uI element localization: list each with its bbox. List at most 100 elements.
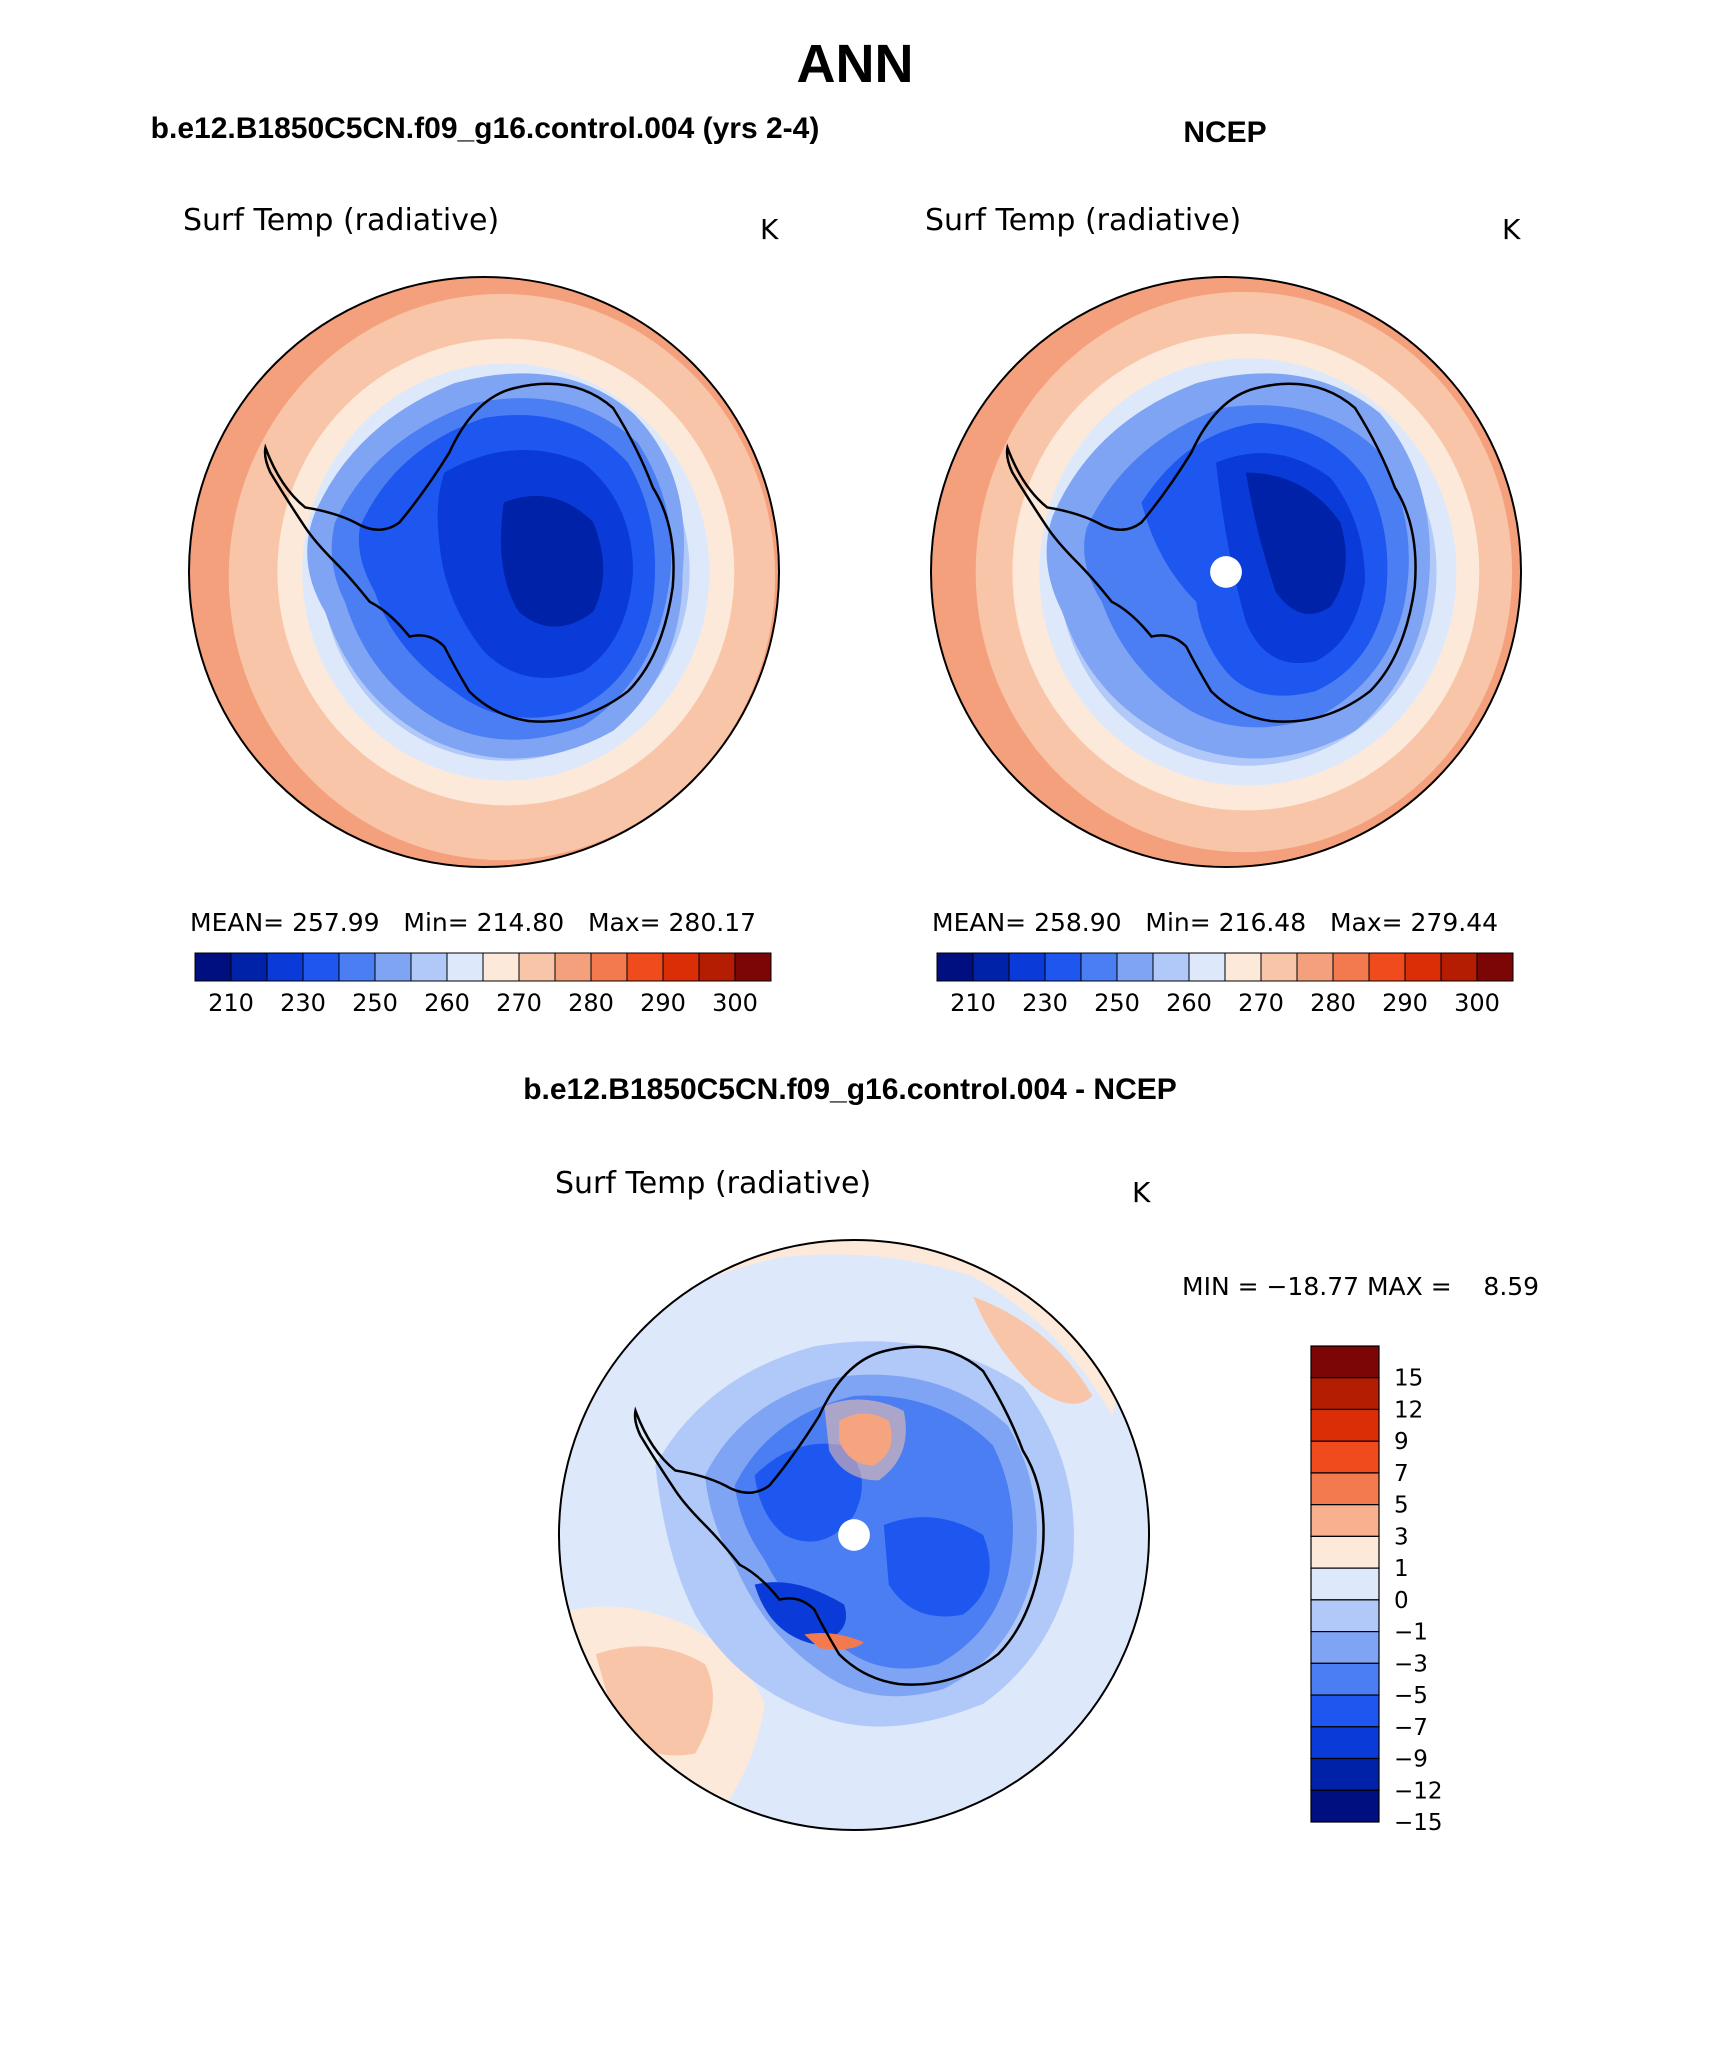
colorbar-box [1310, 1472, 1380, 1506]
diff-units-label: K [1132, 1176, 1151, 1209]
colorbar-tick-label: 290 [1382, 989, 1428, 1017]
colorbar-tick-label: −3 [1394, 1651, 1428, 1677]
colorbar-box [194, 952, 232, 982]
colorbar-tick-label: 280 [1310, 989, 1356, 1017]
colorbar-box [1476, 952, 1514, 982]
colorbar-box [554, 952, 592, 982]
obs-stats: MEAN= 258.90 Min= 216.48 Max= 279.44 [932, 908, 1499, 937]
colorbar-box [590, 952, 628, 982]
diff-colorbar: 15 12 9 7 5 3 1 0 −1 −3 −5 −7 −9 −12 −15 [1310, 1345, 1443, 1835]
diff-warm-ne [973, 1296, 1093, 1404]
coastline [263, 382, 675, 723]
colorbar-box [338, 952, 376, 982]
colorbar-box [1310, 1726, 1380, 1760]
diff-warm-center-edge [824, 1399, 906, 1481]
colorbar-tick-label: 210 [208, 989, 254, 1017]
colorbar-box [1310, 1535, 1380, 1569]
colorbar-tick-label: 9 [1394, 1429, 1409, 1455]
colorbar-tick-label: 250 [1094, 989, 1140, 1017]
diff-stats: MIN = −18.77 MAX = 8.59 [1182, 1272, 1540, 1301]
colorbar-box [1310, 1631, 1380, 1664]
colorbar-box [266, 952, 304, 982]
colorbar-box [1152, 952, 1190, 982]
colorbar-box [936, 952, 974, 982]
colorbar-tick-label: 300 [1454, 989, 1500, 1017]
colorbar-tick-label: 280 [568, 989, 614, 1017]
colorbar-box [1188, 952, 1226, 982]
pole-hole [1210, 556, 1242, 588]
colorbar-box [1368, 952, 1406, 982]
colorbar-tick-label: 5 [1394, 1493, 1409, 1519]
colorbar-box [1310, 1789, 1380, 1823]
colorbar-box [1310, 1440, 1380, 1474]
colorbar-tick-label: 260 [424, 989, 470, 1017]
colorbar-box [1008, 952, 1046, 982]
model-panel-header: b.e12.B1850C5CN.f09_g16.control.004 (yrs… [150, 112, 820, 145]
colorbar-tick-label: 0 [1394, 1588, 1409, 1614]
model-stats: MEAN= 257.99 Min= 214.80 Max= 280.17 [190, 908, 757, 937]
colorbar-tick-label: −15 [1394, 1810, 1443, 1835]
colorbar-box [734, 952, 772, 982]
colorbar-tick-label: −7 [1394, 1715, 1428, 1741]
colorbar-box [1260, 952, 1298, 982]
colorbar-tick-label: 290 [640, 989, 686, 1017]
colorbar-box [410, 952, 448, 982]
diff-cool-3 [754, 1443, 862, 1542]
colorbar-box [374, 952, 412, 982]
colorbar-box [1310, 1694, 1380, 1728]
colorbar-box [1440, 952, 1478, 982]
coastline [1005, 382, 1417, 723]
colorbar-box [230, 952, 268, 982]
obs-map [929, 275, 1523, 869]
colorbar-tick-label: −12 [1394, 1778, 1443, 1804]
colorbar-tick-label: 15 [1394, 1366, 1423, 1392]
diff-warm-ross [804, 1632, 864, 1650]
colorbar-box [1310, 1408, 1380, 1442]
diff-cool-4 [883, 1517, 990, 1617]
colorbar-box [662, 952, 700, 982]
model-colorbar: 210 230 250 260 270 280 290 300 [194, 952, 772, 1017]
colorbar-box [446, 952, 484, 982]
colorbar-box [1310, 1567, 1380, 1601]
colorbar-tick-label: −9 [1394, 1747, 1428, 1773]
colorbar-tick-label: −1 [1394, 1620, 1428, 1646]
page-title: ANN [796, 34, 914, 94]
colorbar-box [1404, 952, 1442, 982]
colorbar-box [1044, 952, 1082, 982]
map-border [187, 275, 781, 869]
diff-warm-nw [558, 1239, 1150, 1416]
diff-warm-sw2 [595, 1646, 713, 1756]
band-215 [1245, 472, 1346, 614]
colorbar-tick-label: 12 [1394, 1397, 1423, 1423]
obs-panel-header: NCEP [1183, 116, 1267, 149]
colorbar-box [1080, 952, 1118, 982]
band-215 [501, 495, 604, 627]
colorbar-tick-label: 1 [1394, 1556, 1409, 1582]
colorbar-tick-label: 250 [352, 989, 398, 1017]
map-border [929, 275, 1523, 869]
colorbar-box [1310, 1662, 1380, 1696]
model-variable-label: Surf Temp (radiative) [183, 203, 500, 238]
colorbar-box [972, 952, 1010, 982]
colorbar-box [1116, 952, 1154, 982]
model-units-label: K [760, 213, 779, 246]
colorbar-box [518, 952, 556, 982]
model-map [187, 275, 781, 869]
colorbar-box [302, 952, 340, 982]
pole-hole [838, 1519, 870, 1551]
colorbar-tick-label: 7 [1394, 1461, 1409, 1487]
diff-map [557, 1238, 1151, 1832]
colorbar-tick-label: 260 [1166, 989, 1212, 1017]
colorbar-box [482, 952, 520, 982]
colorbar-tick-label: −5 [1394, 1683, 1428, 1709]
colorbar-box [1224, 952, 1262, 982]
colorbar-tick-label: 270 [496, 989, 542, 1017]
coastline [633, 1345, 1045, 1686]
colorbar-box [1310, 1757, 1380, 1791]
colorbar-box [1310, 1345, 1380, 1379]
obs-units-label: K [1502, 213, 1521, 246]
colorbar-box [626, 952, 664, 982]
colorbar-box [698, 952, 736, 982]
diff-panel-header: b.e12.B1850C5CN.f09_g16.control.004 - NC… [523, 1073, 1177, 1106]
colorbar-tick-label: 230 [1022, 989, 1068, 1017]
